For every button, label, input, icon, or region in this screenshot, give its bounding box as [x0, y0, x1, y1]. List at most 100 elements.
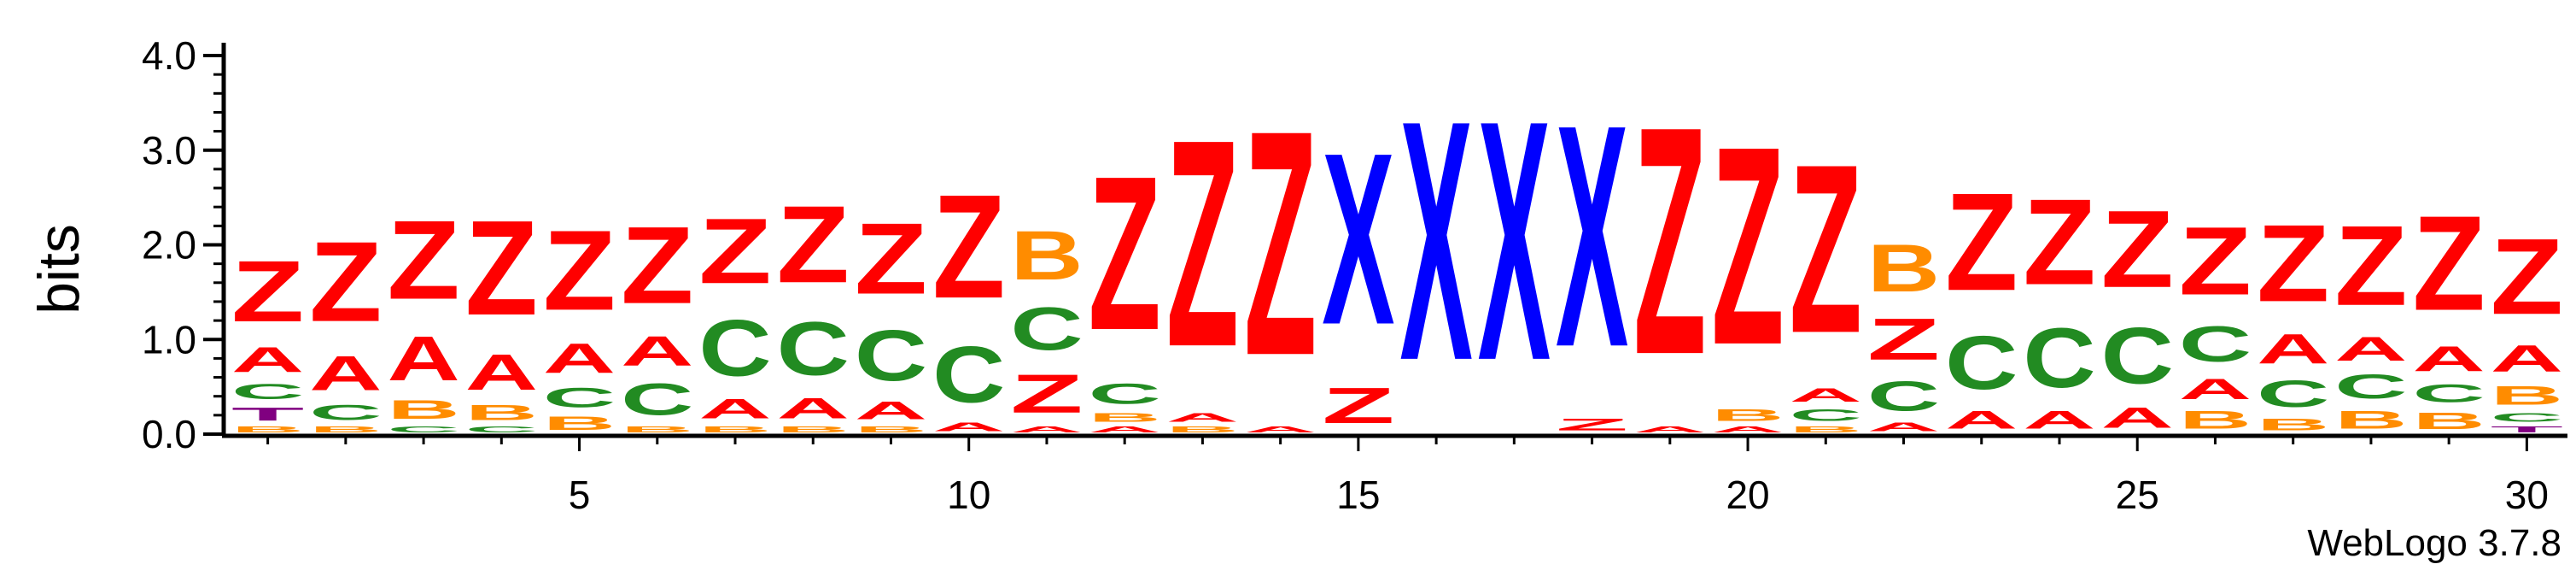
x-tick-label: 25 [2116, 473, 2159, 517]
logo-glyph-b: B [1867, 231, 1940, 306]
x-tick-label: 30 [2505, 473, 2549, 517]
x-tick-label: 10 [947, 473, 990, 517]
logo-glyph-a: A [1010, 425, 1083, 434]
logo-glyph-z: Z [1790, 115, 1862, 384]
logo-glyph-z: Z [2179, 207, 2252, 315]
logo-glyph-z: Z [1244, 64, 1317, 423]
axes: 0.0 1.0 2.0 3.0 4.0 5 10 15 20 25 30 [142, 33, 2567, 517]
logo-glyph-z: Z [1711, 87, 1784, 403]
logo-glyph-b: B [2257, 415, 2329, 434]
logo-glyph-z: Z [231, 242, 304, 339]
logo-glyph-z: Z [1166, 78, 1239, 408]
logo-glyph-c: C [1945, 320, 2018, 406]
logo-glyph-c: C [309, 401, 382, 425]
x-tick-label: 15 [1336, 473, 1380, 517]
logo-glyph-b: B [1790, 425, 1862, 434]
logo-glyph-z: Z [777, 184, 850, 306]
logo-glyph-b: B [2413, 408, 2485, 434]
logo-glyph-c: C [621, 374, 693, 425]
logo-glyph-x: X [1556, 59, 1629, 413]
logo-glyph-x: X [1322, 103, 1394, 376]
logo-glyph-c: C [932, 329, 1005, 420]
y-tick-label: 4.0 [142, 33, 196, 78]
logo-glyph-a: A [1244, 425, 1317, 434]
logo-glyph-z: Z [1010, 363, 1083, 425]
logo-glyph-b: B [465, 401, 538, 425]
logo-glyph-x: X [1478, 49, 1551, 431]
logo-glyph-a: A [2179, 373, 2252, 406]
logo-glyph-a: A [387, 323, 459, 394]
logo-glyph-a: A [932, 420, 1005, 434]
logo-glyph-a: A [2413, 339, 2485, 379]
logo-glyph-c: C [2023, 311, 2095, 406]
y-tick-label: 3.0 [142, 128, 196, 173]
logo-glyph-a: A [543, 335, 616, 382]
y-tick-label: 0.0 [142, 412, 196, 456]
logo-glyph-a: A [1945, 406, 2018, 434]
logo-glyph-a: A [1166, 410, 1239, 425]
y-tick-label: 2.0 [142, 223, 196, 267]
weblogo-credit: WebLogo 3.7.8 [2307, 522, 2561, 564]
logo-glyph-c: C [2101, 310, 2174, 401]
logo-glyph-a: A [1790, 385, 1862, 405]
logo-glyph-c: C [698, 303, 771, 393]
logo-glyph-b: B [1166, 425, 1239, 434]
logo-glyph-c: C [855, 315, 927, 396]
logo-glyph-a: A [309, 346, 382, 401]
logo-glyph-c: C [2179, 315, 2252, 373]
logo-glyph-a: A [1633, 425, 1706, 434]
logo-glyph-z: Z [309, 217, 382, 345]
logo-glyph-z: Z [1633, 58, 1706, 422]
logo-glyph-z: Z [2413, 187, 2485, 338]
logo-glyph-z: Z [621, 205, 693, 327]
logo-glyph-a: A [2334, 330, 2407, 367]
logo-glyph-z: Z [1867, 307, 1940, 373]
logo-glyph-a: A [1089, 425, 1161, 434]
logo-glyph-b: B [543, 413, 616, 433]
logo-glyph-layer: BTCAZBCAZCBAZCBAZBCAZBCAZBACZBACZBACZACZ… [231, 49, 2563, 434]
logo-glyph-b: B [621, 425, 693, 434]
logo-glyph-a: A [698, 394, 771, 425]
logo-glyph-z: Z [698, 199, 771, 303]
logo-glyph-z: Z [932, 165, 1005, 330]
logo-glyph-z: Z [855, 203, 927, 315]
logo-glyph-z: Z [465, 192, 538, 344]
y-tick-label: 1.0 [142, 317, 196, 361]
logo-glyph-a: A [855, 397, 927, 425]
logo-glyph-a: A [231, 340, 304, 379]
logo-glyph-c: C [1790, 406, 1862, 425]
x-tick-label: 20 [1726, 473, 1769, 517]
logo-glyph-a: A [2101, 401, 2174, 434]
logo-glyph-b: B [387, 395, 459, 425]
logo-glyph-c: C [1089, 378, 1161, 411]
logo-glyph-c: C [2334, 367, 2407, 405]
logo-glyph-z: Z [2491, 216, 2563, 338]
logo-glyph-b: B [1711, 406, 1784, 425]
logo-glyph-c: C [1010, 295, 1083, 363]
logo-glyph-t: T [2491, 425, 2563, 434]
logo-glyph-t: T [231, 404, 304, 425]
logo-glyph-b: B [777, 425, 850, 434]
logo-glyph-a: A [777, 391, 850, 425]
logo-glyph-c: C [2257, 373, 2329, 415]
logo-glyph-b: B [855, 425, 927, 434]
logo-glyph-z: Z [1945, 165, 2018, 320]
logo-glyph-b: B [2334, 406, 2407, 434]
logo-glyph-b: B [698, 425, 771, 434]
logo-glyph-c: C [2413, 379, 2485, 408]
logo-glyph-c: C [543, 382, 616, 413]
logo-glyph-z: Z [2101, 189, 2174, 311]
logo-glyph-a: A [621, 327, 693, 374]
logo-glyph-c: C [2491, 410, 2563, 425]
logo-glyph-x: X [1400, 49, 1474, 431]
x-tick-label: 5 [569, 473, 591, 517]
logo-glyph-z: Z [2334, 202, 2407, 330]
logo-glyph-b: B [2179, 406, 2252, 434]
logo-glyph-a: A [2491, 338, 2563, 380]
logo-glyph-c: C [777, 307, 850, 392]
logo-glyph-c: C [231, 380, 304, 404]
logo-glyph-b: B [1010, 216, 1083, 295]
logo-glyph-a: A [1711, 425, 1784, 434]
logo-glyph-a: A [1867, 420, 1940, 434]
logo-glyph-b: B [1089, 410, 1161, 425]
